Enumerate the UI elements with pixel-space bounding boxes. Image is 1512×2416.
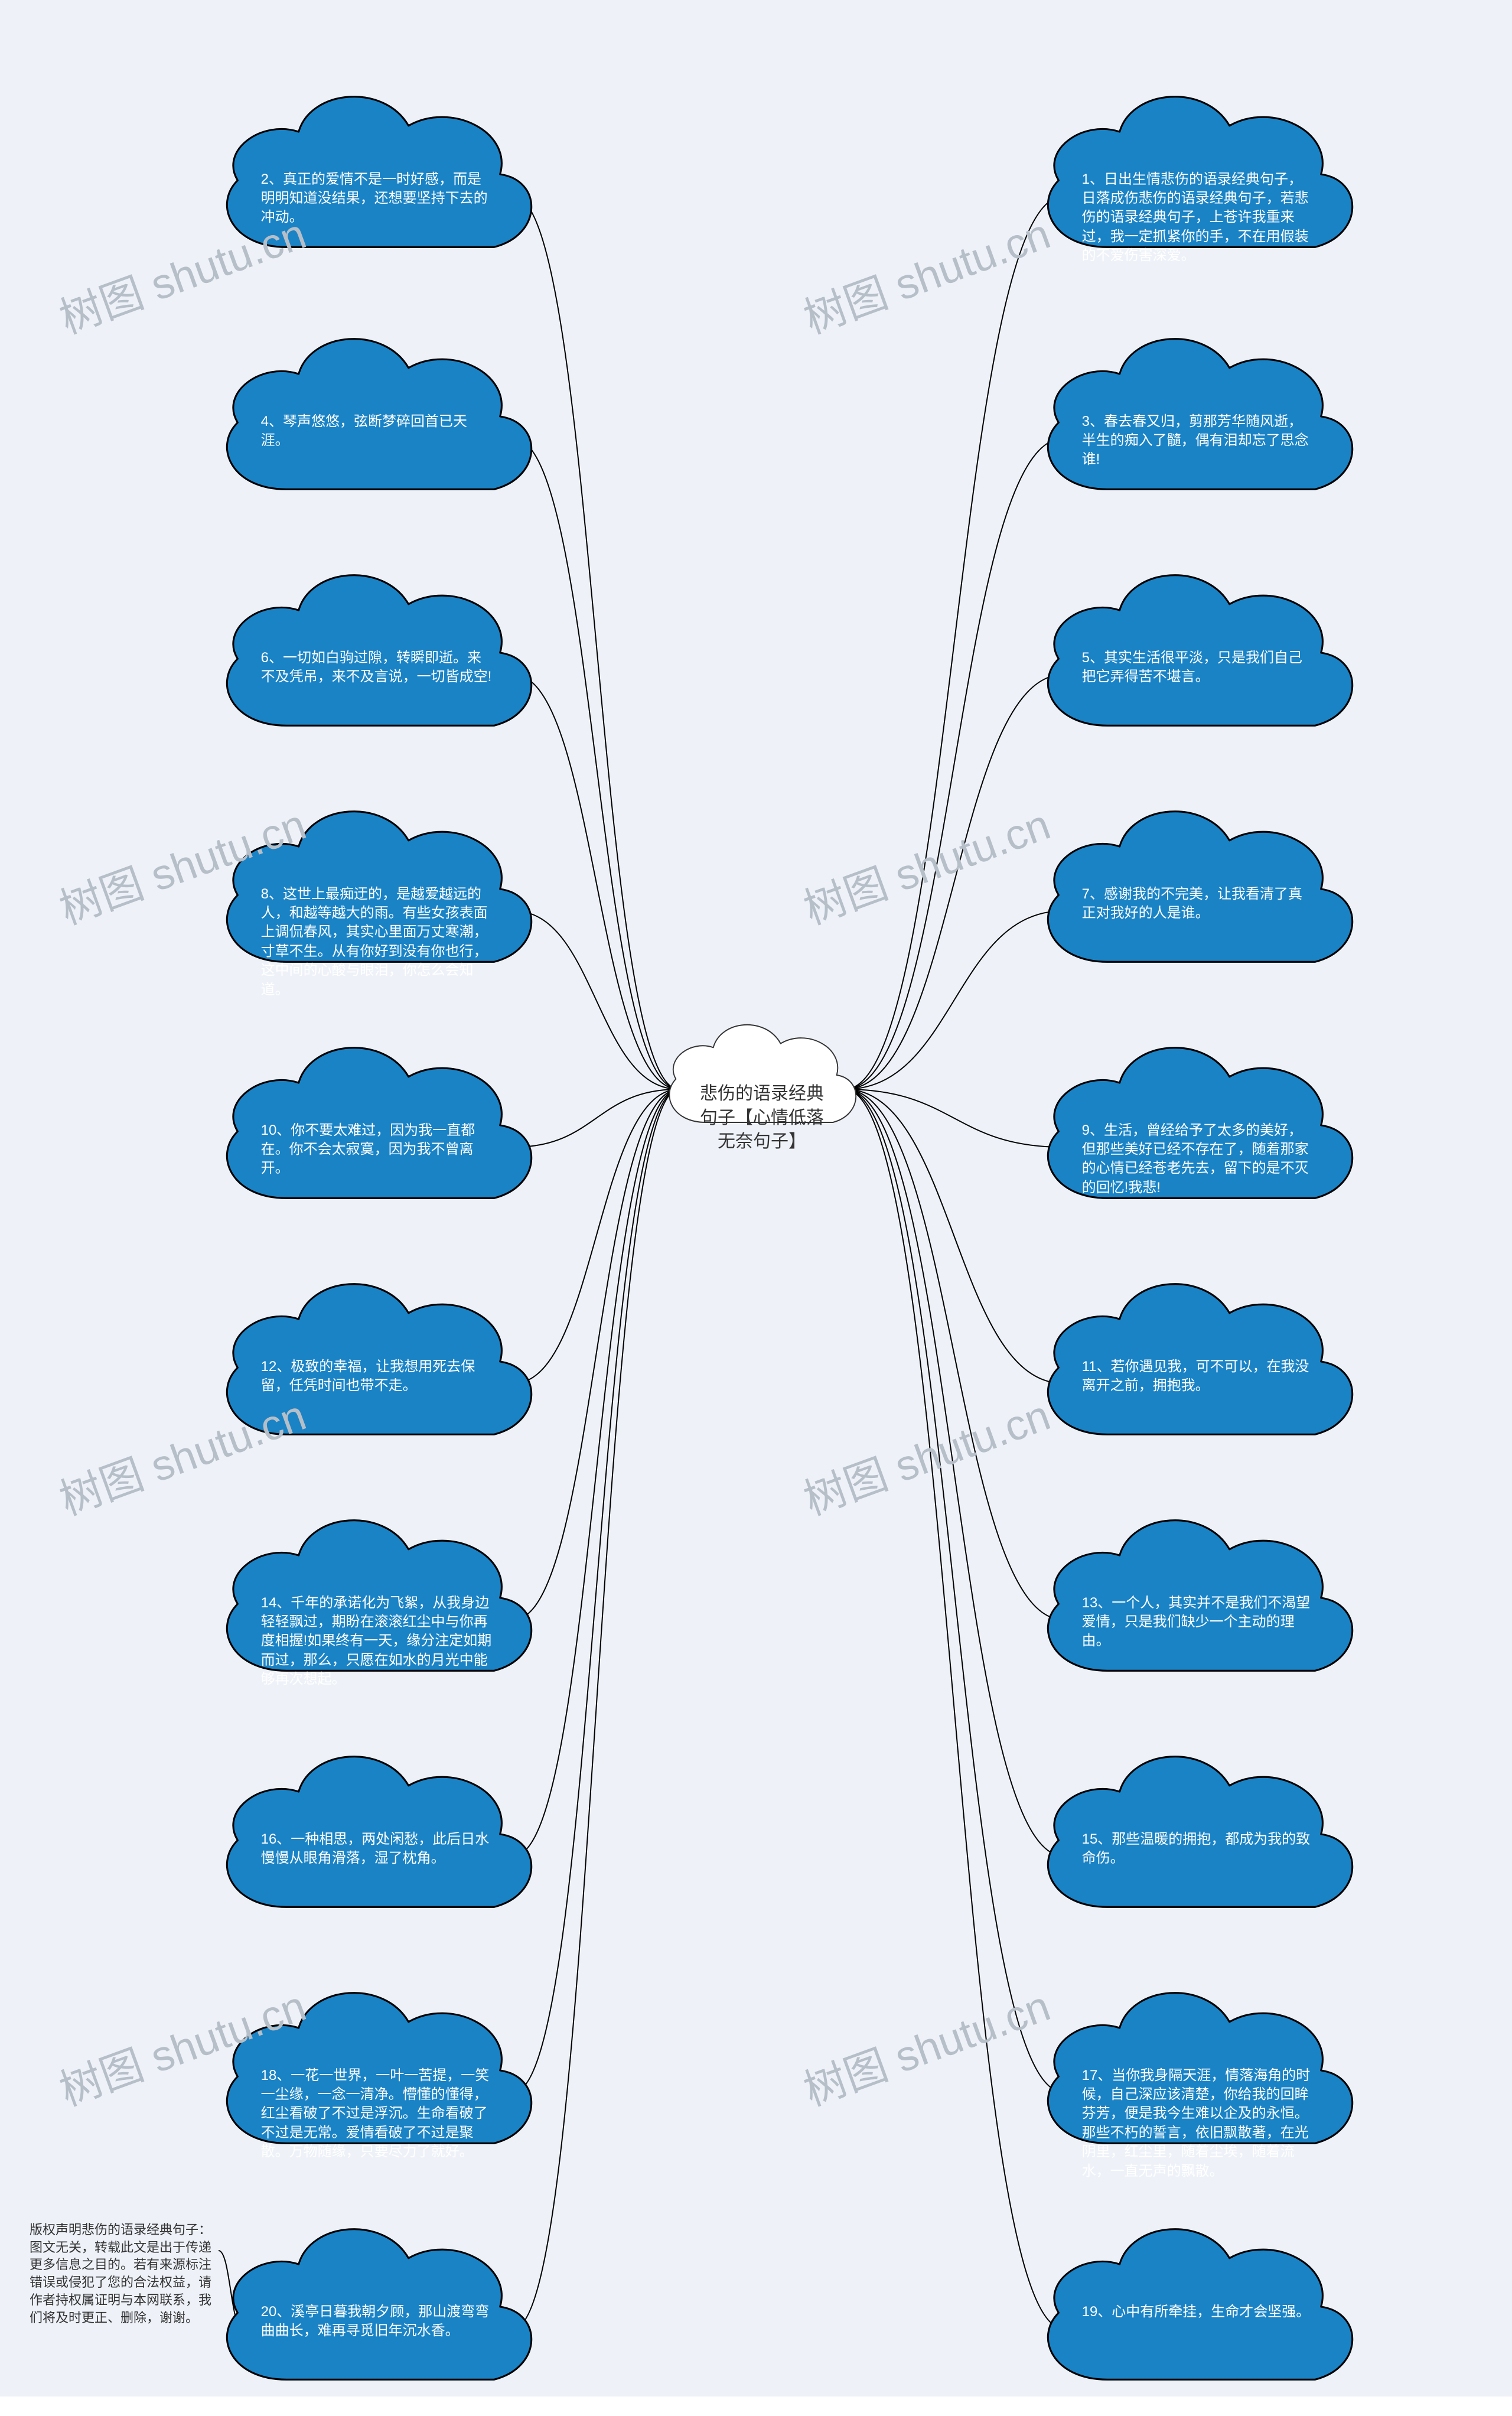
right-node-5-label: 11、若你遇见我，可不可以，在我没离开之前，拥抱我。 (1082, 1357, 1317, 1396)
left-node-7-label: 16、一种相思，两处闲愁，此后日水慢慢从眼角滑落，湿了枕角。 (261, 1830, 496, 1868)
left-node-1: 4、琴声悠悠，弦断梦碎回首已天涯。 (195, 307, 561, 526)
left-node-4: 10、你不要太难过，因为我一直都在。你不会太寂寞，因为我不曾离开。 (195, 1016, 561, 1235)
left-node-1-label: 4、琴声悠悠，弦断梦碎回首已天涯。 (261, 412, 496, 451)
left-node-6-label: 14、千年的承诺化为飞絮，从我身边轻轻飘过，期盼在滚滚红尘中与你再度相握!如果终… (261, 1594, 496, 1689)
copyright-note: 版权声明悲伤的语录经典句子：图文无关，转载此文是出于传递更多信息之目的。若有来源… (30, 2221, 219, 2326)
right-node-3: 7、感谢我的不完美，让我看清了真正对我好的人是谁。 (1016, 780, 1382, 998)
left-node-8: 18、一花一世界，一叶一苦提，一笑一尘缘，一念一清净。懵懂的懂得，红尘看破了不过… (195, 1961, 561, 2180)
left-node-5-label: 12、极致的幸福，让我想用死去保留，任凭时间也带不走。 (261, 1357, 496, 1396)
right-node-5: 11、若你遇见我，可不可以，在我没离开之前，拥抱我。 (1016, 1252, 1382, 1471)
right-node-1: 3、春去春又归，剪那芳华随风逝，半生的痴入了髓，偶有泪却忘了思念谁! (1016, 307, 1382, 526)
right-node-9-label: 19、心中有所牵挂，生命才会坚强。 (1082, 2303, 1317, 2321)
center-node: 悲伤的语录经典句子【心情低落无奈句子】 (650, 1004, 874, 1146)
right-node-7: 15、那些温暖的拥抱，都成为我的致命伤。 (1016, 1725, 1382, 1943)
right-node-2-label: 5、其实生活很平淡，只是我们自己把它弄得苦不堪言。 (1082, 649, 1317, 687)
left-node-8-label: 18、一花一世界，一叶一苦提，一笑一尘缘，一念一清净。懵懂的懂得，红尘看破了不过… (261, 2066, 496, 2162)
left-node-6: 14、千年的承诺化为飞絮，从我身边轻轻飘过，期盼在滚滚红尘中与你再度相握!如果终… (195, 1489, 561, 1707)
right-node-8-label: 17、当你我身隔天涯，情落海角的时候，自己深应该清楚，你给我的回眸芬芳，便是我今… (1082, 2066, 1317, 2181)
left-node-3: 8、这世上最痴迂的，是越爱越远的人，和越等越大的雨。有些女孩表面上调侃春风，其实… (195, 780, 561, 998)
right-node-9: 19、心中有所牵挂，生命才会坚强。 (1016, 2197, 1382, 2416)
right-node-6-label: 13、一个人，其实并不是我们不渴望爱情，只是我们缺少一个主动的理由。 (1082, 1594, 1317, 1651)
left-node-0-label: 2、真正的爱情不是一时好感，而是明明知道没结果，还想要坚持下去的冲动。 (261, 170, 496, 227)
left-node-4-label: 10、你不要太难过，因为我一直都在。你不会太寂寞，因为我不曾离开。 (261, 1121, 496, 1178)
right-node-6: 13、一个人，其实并不是我们不渴望爱情，只是我们缺少一个主动的理由。 (1016, 1489, 1382, 1707)
left-node-2: 6、一切如白驹过隙，转瞬即逝。来不及凭吊，来不及言说，一切皆成空! (195, 543, 561, 762)
right-node-8: 17、当你我身隔天涯，情落海角的时候，自己深应该清楚，你给我的回眸芬芳，便是我今… (1016, 1961, 1382, 2180)
right-node-7-label: 15、那些温暖的拥抱，都成为我的致命伤。 (1082, 1830, 1317, 1868)
right-node-3-label: 7、感谢我的不完美，让我看清了真正对我好的人是谁。 (1082, 885, 1317, 923)
right-node-4-label: 9、生活，曾经给予了太多的美好，但那些美好已经不存在了，随着那家的心情已经苍老先… (1082, 1121, 1317, 1198)
left-node-3-label: 8、这世上最痴迂的，是越爱越远的人，和越等越大的雨。有些女孩表面上调侃春风，其实… (261, 885, 496, 999)
left-node-7: 16、一种相思，两处闲愁，此后日水慢慢从眼角滑落，湿了枕角。 (195, 1725, 561, 1943)
left-node-2-label: 6、一切如白驹过隙，转瞬即逝。来不及凭吊，来不及言说，一切皆成空! (261, 649, 496, 687)
right-node-2: 5、其实生活很平淡，只是我们自己把它弄得苦不堪言。 (1016, 543, 1382, 762)
left-node-0: 2、真正的爱情不是一时好感，而是明明知道没结果，还想要坚持下去的冲动。 (195, 65, 561, 284)
right-node-4: 9、生活，曾经给予了太多的美好，但那些美好已经不存在了，随着那家的心情已经苍老先… (1016, 1016, 1382, 1235)
right-node-0-label: 1、日出生情悲伤的语录经典句子，日落成伤悲伤的语录经典句子，若悲伤的语录经典句子… (1082, 170, 1317, 266)
center-node-label: 悲伤的语录经典句子【心情低落无奈句子】 (699, 1082, 825, 1154)
left-node-9: 20、溪亭日暮我朝夕顾，那山渡弯弯曲曲长，难再寻觅旧年沉水香。 (195, 2197, 561, 2416)
left-node-5: 12、极致的幸福，让我想用死去保留，任凭时间也带不走。 (195, 1252, 561, 1471)
diagram-stage: 悲伤的语录经典句子【心情低落无奈句子】 1、日出生情悲伤的语录经典句子，日落成伤悲… (0, 0, 1512, 2397)
right-node-0: 1、日出生情悲伤的语录经典句子，日落成伤悲伤的语录经典句子，若悲伤的语录经典句子… (1016, 65, 1382, 284)
right-node-1-label: 3、春去春又归，剪那芳华随风逝，半生的痴入了髓，偶有泪却忘了思念谁! (1082, 412, 1317, 470)
left-node-9-label: 20、溪亭日暮我朝夕顾，那山渡弯弯曲曲长，难再寻觅旧年沉水香。 (261, 2303, 496, 2341)
